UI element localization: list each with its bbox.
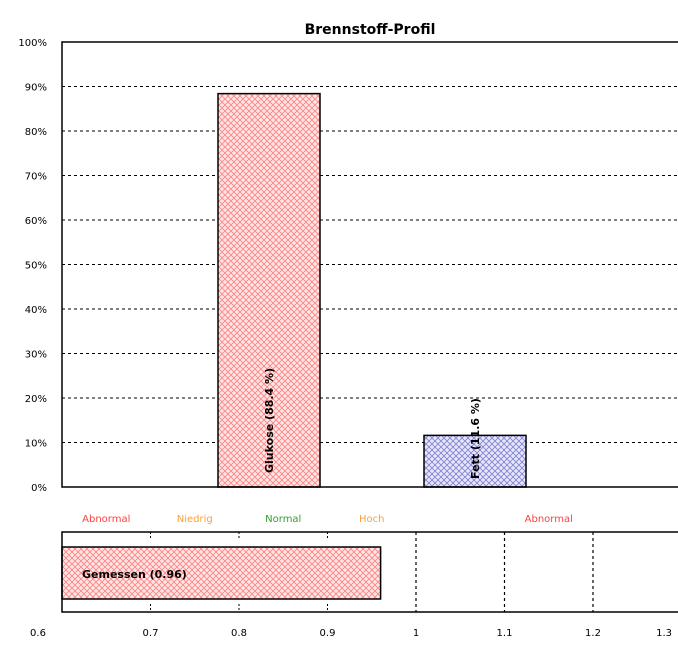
- x-tick-label: 0.7: [143, 628, 159, 639]
- bar-fett: [423, 434, 527, 488]
- zone-label: Normal: [265, 514, 301, 525]
- y-tick-label: 80%: [25, 127, 47, 138]
- x-tick-label: 1: [413, 628, 419, 639]
- x-tick-label: 1.3: [656, 628, 672, 639]
- plot-frame: [61, 41, 678, 488]
- zone-label: Niedrig: [177, 514, 213, 525]
- chart-title: Brennstoff-Profil: [305, 22, 436, 38]
- y-tick-label: 20%: [25, 394, 47, 405]
- y-tick-label: 30%: [25, 350, 47, 361]
- rq-scale-chart: Abnormal Niedrig Normal Hoch Abnormal Gemess…: [30, 514, 678, 639]
- fuel-bar-chart: Brennstoff-Profil 0% 10% 20% 30% 40% 50% 60% 70…: [18, 22, 678, 494]
- bar-label: Fett (11.6 %): [469, 398, 482, 479]
- y-tick-label: 50%: [25, 261, 47, 272]
- x-axis-ticks: 0.6 0.7 0.8 0.9 1 1.1 1.2 1.3: [30, 628, 672, 639]
- y-tick-label: 10%: [25, 439, 47, 450]
- zone-labels: Abnormal Niedrig Normal Hoch Abnormal: [82, 514, 573, 525]
- x-tick-label: 0.9: [320, 628, 336, 639]
- y-tick-label: 0%: [31, 483, 47, 494]
- measured-label: Gemessen (0.96): [82, 568, 187, 581]
- y-tick-label: 90%: [25, 83, 47, 94]
- bars: Glukose (88.4 %) Fett (11.6 %): [217, 92, 527, 488]
- scale-frame: [61, 531, 678, 613]
- x-tick-label: 1.2: [585, 628, 601, 639]
- x-tick-label: 0.6: [30, 628, 46, 639]
- gridlines: [62, 86, 678, 443]
- y-tick-label: 70%: [25, 172, 47, 183]
- zone-label: Abnormal: [525, 514, 573, 525]
- zone-boundary-lines: [150, 532, 594, 612]
- x-tick-label: 0.8: [231, 628, 247, 639]
- measured-bar-group: Gemessen (0.96): [61, 546, 382, 600]
- x-tick-label: 1.1: [497, 628, 513, 639]
- y-tick-label: 40%: [25, 305, 47, 316]
- y-tick-label: 100%: [18, 38, 47, 49]
- zone-label: Hoch: [359, 514, 384, 525]
- zone-label: Abnormal: [82, 514, 130, 525]
- y-tick-label: 60%: [25, 216, 47, 227]
- bar-label: Glukose (88.4 %): [263, 368, 276, 473]
- y-axis-ticks: 0% 10% 20% 30% 40% 50% 60% 70% 80% 90% 100%: [18, 38, 47, 494]
